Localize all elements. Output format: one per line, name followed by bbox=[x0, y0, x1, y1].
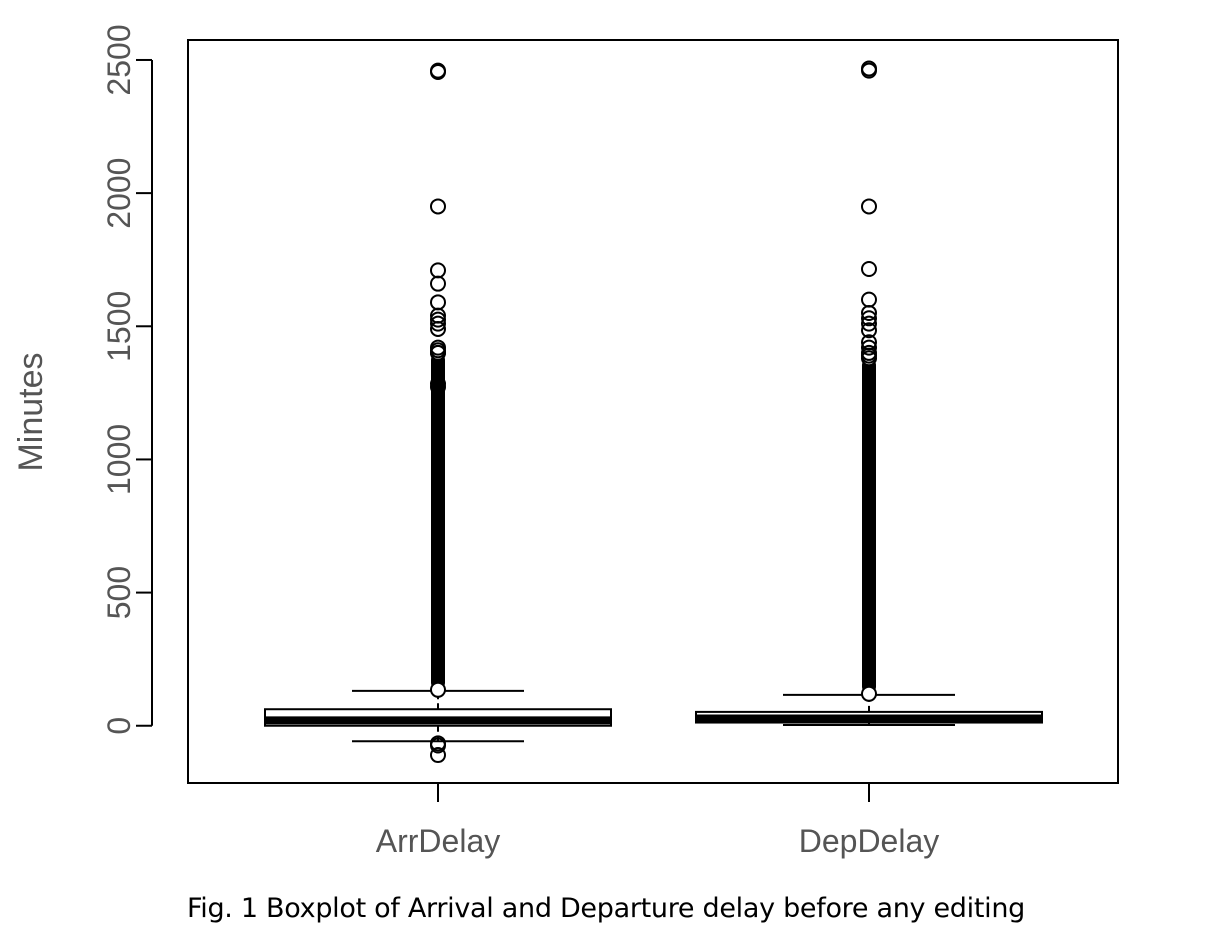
figure-caption: Fig. 1 Boxplot of Arrival and Departure … bbox=[187, 893, 1025, 924]
y-axis-label: Minutes bbox=[12, 352, 50, 471]
outlier-point bbox=[861, 60, 877, 77]
x-tick-label: DepDelay bbox=[799, 823, 940, 859]
outlier-point bbox=[861, 344, 877, 361]
outlier-point bbox=[861, 685, 877, 702]
outlier-point bbox=[430, 311, 446, 328]
y-tick-label: 2500 bbox=[101, 24, 137, 95]
outlier-point bbox=[430, 747, 446, 764]
outlier-point bbox=[430, 275, 446, 292]
y-tick-label: 1500 bbox=[101, 291, 137, 362]
outlier-cluster bbox=[862, 358, 876, 694]
outlier-point bbox=[430, 262, 446, 279]
boxplot-chart: 0 500 1000 1500 2000 2500 ArrDelay DepDelay Min… bbox=[12, 24, 1119, 859]
y-tick-label: 500 bbox=[101, 566, 137, 619]
x-tick-label: ArrDelay bbox=[376, 823, 500, 859]
outlier-point bbox=[861, 322, 877, 339]
outlier-point bbox=[430, 681, 446, 698]
outlier-point bbox=[430, 375, 446, 392]
outlier-point bbox=[430, 294, 446, 311]
outlier-point bbox=[861, 339, 877, 356]
outlier-point bbox=[430, 339, 446, 356]
y-tick-label: 1000 bbox=[101, 424, 137, 495]
y-tick-label: 2000 bbox=[101, 158, 137, 229]
y-tick-label: 0 bbox=[101, 717, 137, 735]
outlier-point bbox=[430, 62, 446, 79]
outlier-point bbox=[861, 261, 877, 278]
outlier-point bbox=[861, 315, 877, 332]
outlier-point bbox=[861, 334, 877, 351]
outlier-point bbox=[861, 310, 877, 327]
outlier-point bbox=[430, 198, 446, 215]
outlier-point bbox=[430, 737, 446, 754]
outlier-cluster bbox=[431, 352, 445, 690]
outlier-point bbox=[861, 198, 877, 215]
outlier-point bbox=[430, 315, 446, 332]
outlier-point bbox=[861, 291, 877, 308]
plot-frame bbox=[187, 39, 1119, 784]
